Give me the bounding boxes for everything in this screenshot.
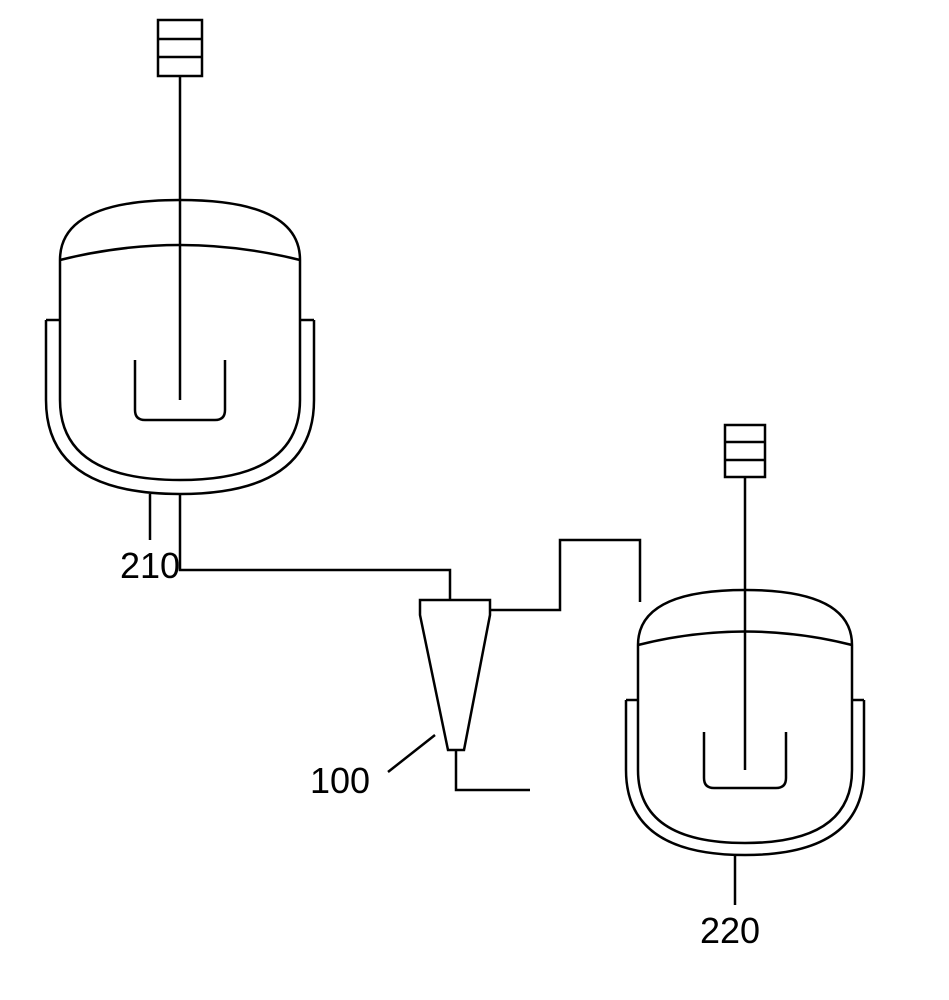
pipe-100-bottom (456, 750, 530, 790)
pipe-210-to-100 (180, 494, 450, 600)
vessel-210 (46, 20, 314, 494)
diagram-svg (0, 0, 949, 1000)
separator-100 (420, 600, 490, 750)
label-210: 210 (120, 545, 180, 587)
label-220: 220 (700, 910, 760, 952)
pipe-100-to-220 (490, 540, 640, 610)
label-100: 100 (310, 760, 370, 802)
leader-100 (388, 735, 435, 772)
process-diagram: 210 220 100 (0, 0, 949, 1000)
vessel-220 (626, 425, 864, 855)
